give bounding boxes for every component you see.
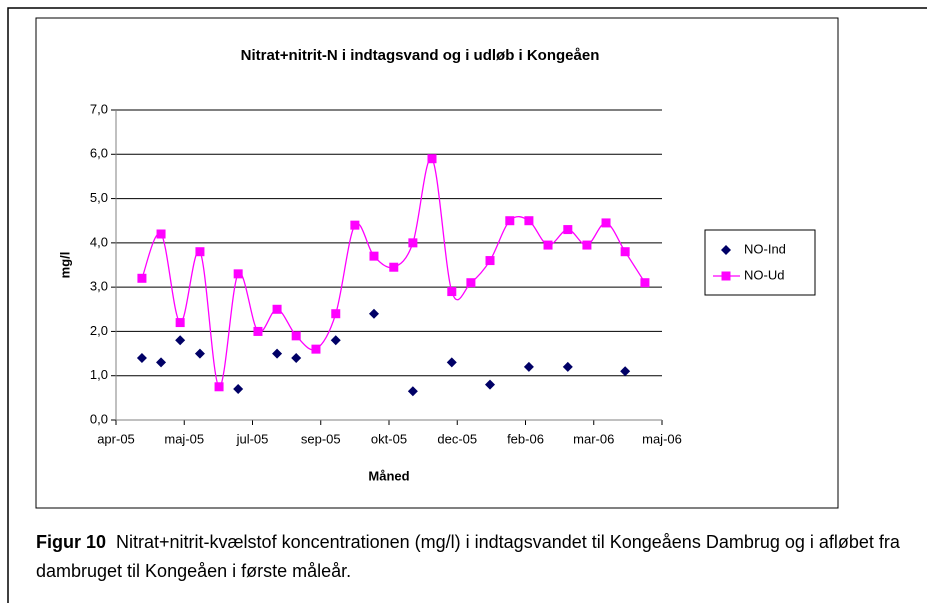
- data-point: [407, 386, 418, 397]
- y-tick-label: 1,0: [90, 367, 108, 382]
- data-point: [253, 326, 263, 336]
- data-point: [485, 256, 495, 266]
- y-tick-label: 7,0: [90, 101, 108, 116]
- data-point: [175, 318, 185, 328]
- y-tick-label: 3,0: [90, 279, 108, 294]
- data-point: [291, 353, 302, 363]
- data-point: [350, 220, 360, 230]
- page-frame: [7, 7, 927, 603]
- data-point: [389, 262, 399, 272]
- data-point: [523, 361, 534, 372]
- data-point: [368, 308, 379, 319]
- legend-marker: [721, 245, 731, 255]
- caption-text: Nitrat+nitrit-kvælstof koncentrationen (…: [36, 532, 900, 581]
- data-point: [311, 344, 321, 354]
- data-point: [601, 218, 611, 228]
- data-point: [640, 278, 650, 288]
- legend-marker: [721, 271, 731, 281]
- data-point: [330, 335, 341, 346]
- chart-area: [35, 17, 839, 509]
- data-point: [543, 240, 553, 250]
- legend-label: NO-Ind: [744, 241, 786, 256]
- data-point: [466, 278, 476, 288]
- data-point: [272, 304, 282, 314]
- data-point: [331, 309, 341, 319]
- y-axis-label: mg/l: [57, 252, 72, 279]
- data-point: [291, 331, 301, 341]
- x-axis-label: Måned: [368, 468, 409, 483]
- legend-box: [704, 229, 816, 296]
- data-point: [369, 251, 379, 261]
- data-point: [195, 247, 205, 257]
- y-tick-label: 5,0: [90, 190, 108, 205]
- y-tick-label: 4,0: [90, 234, 108, 249]
- data-point: [233, 269, 243, 279]
- caption-label: Figur 10: [36, 532, 107, 552]
- data-point: [505, 216, 515, 226]
- y-tick-label: 2,0: [90, 323, 108, 338]
- data-point: [447, 287, 457, 297]
- data-point: [582, 240, 592, 250]
- data-point: [427, 154, 437, 164]
- data-point: [272, 348, 283, 359]
- data-point: [214, 382, 224, 392]
- data-point: [446, 357, 457, 368]
- x-tick-label: mar-06: [573, 431, 614, 446]
- data-point: [137, 273, 147, 283]
- x-tick-label: apr-05: [97, 431, 135, 446]
- data-point: [194, 348, 205, 359]
- data-point: [136, 353, 147, 363]
- data-point: [620, 366, 631, 377]
- x-tick-label: feb-06: [507, 431, 544, 446]
- y-tick-label: 6,0: [90, 146, 108, 161]
- data-point: [156, 357, 167, 368]
- chart-title: Nitrat+nitrit-N i indtagsvand og i udløb…: [241, 47, 600, 64]
- data-point: [408, 238, 418, 248]
- x-tick-label: okt-05: [371, 431, 407, 446]
- data-point: [620, 247, 630, 257]
- legend-label: NO-Ud: [744, 267, 784, 282]
- x-tick-label: maj-06: [642, 431, 682, 446]
- data-point: [562, 361, 573, 372]
- data-point: [156, 229, 166, 239]
- y-tick-label: 0,0: [90, 411, 108, 426]
- x-tick-label: jul-05: [236, 431, 269, 446]
- data-point: [563, 225, 573, 235]
- data-point: [524, 216, 534, 226]
- x-tick-label: sep-05: [301, 431, 341, 446]
- data-point: [175, 335, 186, 346]
- data-point: [485, 379, 496, 390]
- caption: Figur 10 Nitrat+nitrit-kvælstof koncentr…: [36, 528, 906, 586]
- data-point: [233, 384, 244, 394]
- x-tick-label: dec-05: [437, 431, 477, 446]
- x-tick-label: maj-05: [164, 431, 204, 446]
